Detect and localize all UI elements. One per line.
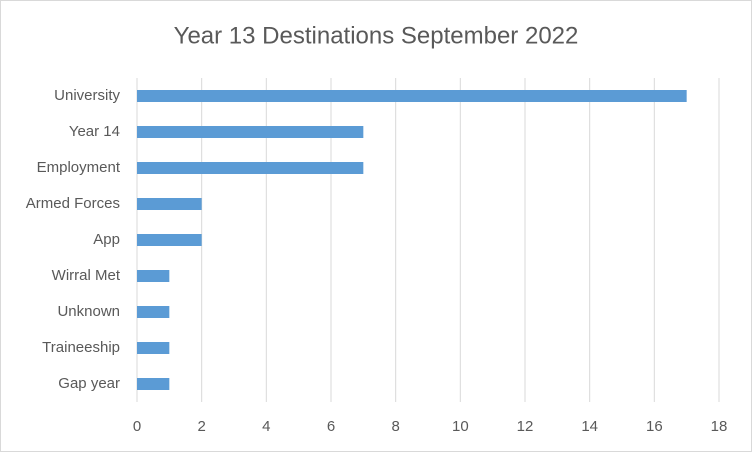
bar <box>137 234 202 246</box>
y-tick-label: Wirral Met <box>52 267 121 284</box>
y-tick-label: Employment <box>37 159 121 176</box>
x-tick-label: 0 <box>133 418 141 435</box>
y-tick-label: Armed Forces <box>26 195 120 212</box>
chart-title: Year 13 Destinations September 2022 <box>174 22 579 49</box>
bar <box>137 126 364 138</box>
x-tick-label: 12 <box>517 418 534 435</box>
y-tick-label: Year 14 <box>69 123 120 140</box>
bar <box>137 378 170 390</box>
bar <box>137 198 202 210</box>
bar <box>137 270 170 282</box>
x-tick-label: 10 <box>452 418 469 435</box>
x-tick-label: 6 <box>327 418 335 435</box>
x-tick-label: 18 <box>711 418 728 435</box>
bar <box>137 90 687 102</box>
x-tick-label: 2 <box>197 418 205 435</box>
y-tick-label: App <box>93 231 120 248</box>
x-tick-label: 16 <box>646 418 663 435</box>
bar <box>137 342 170 354</box>
bar <box>137 162 364 174</box>
x-tick-label: 8 <box>391 418 399 435</box>
y-tick-label: University <box>54 87 120 104</box>
y-tick-label: Unknown <box>57 303 120 320</box>
x-tick-label: 4 <box>262 418 270 435</box>
y-tick-label: Gap year <box>58 375 120 392</box>
y-tick-label: Traineeship <box>42 339 120 356</box>
bar <box>137 306 170 318</box>
x-tick-label: 14 <box>581 418 598 435</box>
